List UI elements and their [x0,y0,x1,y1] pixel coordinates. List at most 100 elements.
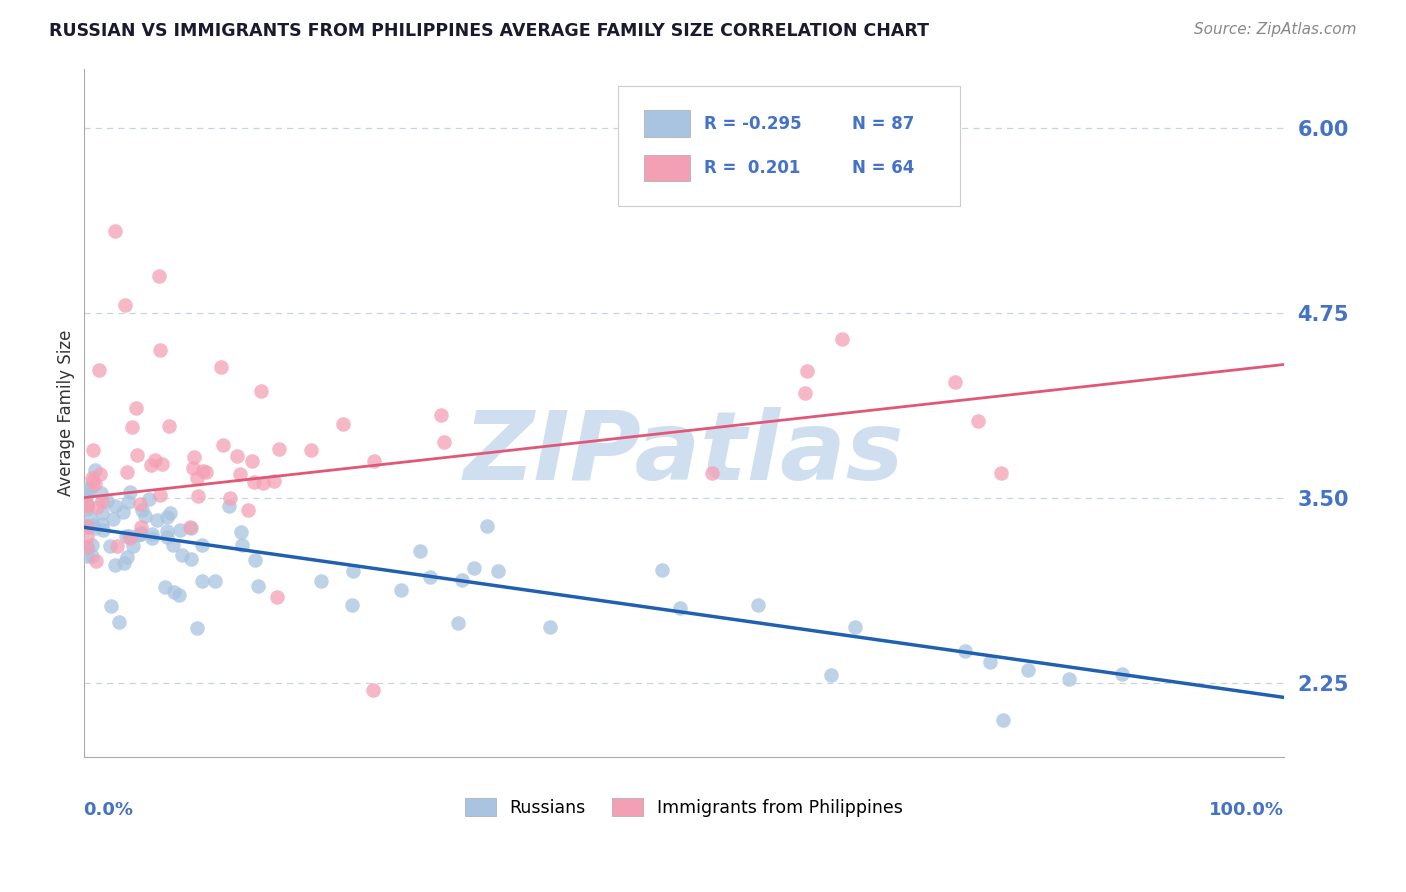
Point [419,570,441,584]
Point [76,518,98,533]
Text: N = 87: N = 87 [852,114,914,133]
Point [409,544,432,558]
Point [219,491,242,505]
Point [446,615,468,630]
FancyBboxPatch shape [617,86,960,206]
Point [118,528,141,542]
Point [1017,663,1039,677]
Point [247,579,270,593]
Point [179,520,201,534]
Point [187,489,209,503]
Point [225,449,247,463]
Point [433,435,456,450]
Point [127,528,149,542]
Point [105,539,128,553]
Point [100,599,122,613]
Point [76,540,98,554]
Point [134,508,156,523]
Point [250,384,273,399]
Point [229,524,252,539]
Point [477,518,499,533]
Point [309,574,332,588]
Point [240,454,263,468]
Point [101,512,124,526]
Point [186,621,208,635]
Point [76,497,98,511]
Point [157,419,180,434]
Point [700,466,723,480]
Point [141,526,163,541]
Point [90,486,112,500]
Text: R =  0.201: R = 0.201 [704,160,800,178]
Point [117,495,139,509]
Point [84,463,107,477]
Point [125,401,148,415]
Point [193,464,215,478]
Point [180,552,202,566]
Point [463,561,485,575]
Point [332,417,354,432]
Point [114,298,136,312]
Point [80,549,103,563]
Point [76,488,98,502]
Point [340,598,363,612]
Point [90,494,112,508]
Point [80,512,103,526]
Point [76,482,98,496]
Point [186,471,208,485]
Point [103,558,125,572]
Text: R = -0.295: R = -0.295 [704,114,801,133]
Text: ZIPatlas: ZIPatlas [464,408,904,500]
Point [115,529,138,543]
Point [115,549,138,564]
Bar [644,111,690,136]
Point [820,668,842,682]
Point [76,499,98,513]
Point [91,506,114,520]
Point [190,574,212,589]
Point [76,531,98,545]
Point [651,563,673,577]
Point [115,466,138,480]
Text: RUSSIAN VS IMMIGRANTS FROM PHILIPPINES AVERAGE FAMILY SIZE CORRELATION CHART: RUSSIAN VS IMMIGRANTS FROM PHILIPPINES A… [49,22,929,40]
Text: Source: ZipAtlas.com: Source: ZipAtlas.com [1194,22,1357,37]
Point [218,500,240,514]
Point [796,364,818,378]
Point [79,482,101,496]
Point [342,564,364,578]
Point [990,466,1012,480]
Text: N = 64: N = 64 [852,160,914,178]
Point [150,458,173,472]
Point [204,574,226,589]
Point [252,476,274,491]
Point [76,500,98,514]
Point [82,518,104,533]
Point [121,420,143,434]
Point [263,474,285,488]
Point [82,443,104,458]
Point [83,477,105,491]
Point [245,552,267,566]
Point [183,450,205,464]
Point [236,502,259,516]
Point [118,485,141,500]
Point [112,505,135,519]
Point [1111,666,1133,681]
Point [991,713,1014,727]
Point [669,601,692,615]
Point [129,527,152,541]
Point [361,683,384,698]
Point [131,503,153,517]
Point [84,554,107,568]
Point [108,615,131,629]
Point [156,530,179,544]
Point [266,591,288,605]
Point [104,500,127,514]
Point [228,467,250,482]
Point [170,548,193,562]
Point [211,438,233,452]
Point [82,474,104,488]
Point [86,500,108,515]
Point [167,588,190,602]
Point [156,509,179,524]
